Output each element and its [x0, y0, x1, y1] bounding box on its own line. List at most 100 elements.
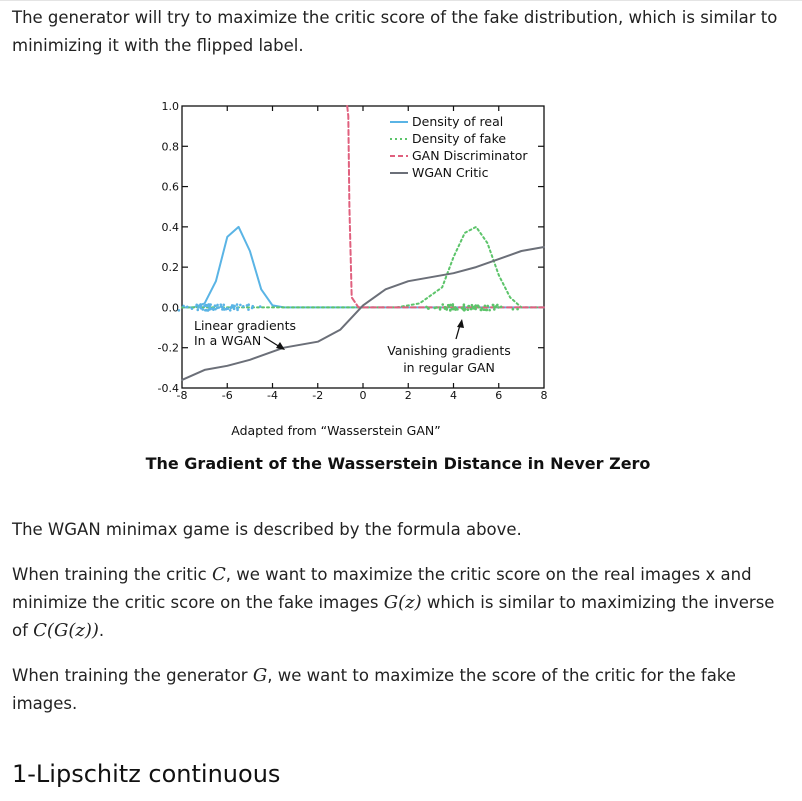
- annotation-vanishing-gradients: Vanishing gradients: [387, 343, 511, 358]
- fake-sample-point: [493, 308, 496, 311]
- math-generator-gz: G(z): [383, 592, 422, 613]
- fake-sample-point: [486, 304, 490, 308]
- x-tick-label: -8: [177, 389, 188, 402]
- real-sample-point: [203, 304, 206, 308]
- annotation-arrow: [263, 336, 281, 348]
- series-gan-discriminator-line: [346, 105, 545, 309]
- fake-sample-point: [425, 305, 428, 309]
- real-sample-point: [258, 305, 262, 308]
- legend-label: GAN Discriminator: [412, 148, 528, 163]
- fake-sample-point: [466, 308, 470, 312]
- series-wgan-critic-line: [181, 246, 545, 381]
- y-tick-label: 0.4: [162, 221, 180, 234]
- real-sample-point: [206, 304, 209, 308]
- figure-credit-row: Adapted from “Wasserstein GAN”: [0, 423, 802, 438]
- fake-sample-point: [426, 307, 430, 310]
- real-sample-point: [197, 306, 200, 309]
- legend-label: Density of real: [412, 114, 503, 129]
- real-sample-point: [219, 305, 223, 308]
- fake-sample-point: [474, 304, 478, 307]
- fake-sample-point: [477, 305, 481, 309]
- generator-text-2: , we want to maximize the score of the c…: [12, 666, 736, 713]
- annotation-linear-gradients: In a WGAN: [194, 333, 261, 348]
- fake-sample-point: [441, 303, 445, 306]
- real-sample-point: [229, 306, 233, 310]
- figure-credit: Adapted from “Wasserstein GAN”: [231, 423, 441, 438]
- x-tick-label: -4: [267, 389, 278, 402]
- fake-sample-point: [447, 305, 451, 309]
- real-sample-point: [214, 307, 217, 311]
- fake-sample-point: [451, 304, 455, 307]
- fake-sample-point: [494, 305, 498, 308]
- fake-sample-point: [491, 303, 495, 307]
- critic-text-1: When training the critic: [12, 565, 212, 584]
- math-critic-of-gz: C(G(z)): [33, 620, 99, 641]
- y-tick-label: 0.0: [162, 301, 180, 314]
- wgan-gradient-figure: -8 -6 -4 -2 0 2 4 6 8 -0.4 -0.2 0.0 0.2 0.4 0.6 0.8 1.0 D…: [140, 96, 560, 416]
- real-sample-point: [251, 304, 255, 308]
- real-sample-point: [196, 308, 200, 312]
- fake-sample-point: [456, 308, 459, 311]
- paragraph-minimax-text: The WGAN minimax game is described by th…: [12, 520, 522, 539]
- real-sample-point: [233, 304, 236, 308]
- y-tick-label: 0.8: [162, 140, 180, 153]
- real-sample-point: [225, 306, 229, 310]
- x-tick-label: -6: [222, 389, 233, 402]
- series-density-of-real-line: [181, 225, 545, 309]
- fake-sample-point: [488, 308, 491, 312]
- annotation-arrowhead: [276, 342, 285, 350]
- x-tick-label: 4: [450, 389, 457, 402]
- x-tick-label: 6: [495, 389, 502, 402]
- real-sample-point: [216, 303, 219, 307]
- fake-sample-point: [462, 304, 466, 308]
- real-sample-point: [236, 307, 239, 310]
- fake-sample-point: [467, 304, 471, 308]
- real-sample-point: [216, 306, 219, 310]
- real-sample-point: [195, 303, 199, 307]
- paragraph-generator-training: When training the generator G, we want t…: [12, 662, 787, 718]
- annotation-arrow: [455, 324, 461, 340]
- fake-sample-point: [497, 306, 500, 309]
- gradient-chart: -8 -6 -4 -2 0 2 4 6 8 -0.4 -0.2 0.0 0.2 0.4 0.6 0.8 1.0 D…: [158, 100, 548, 402]
- fake-sample-point: [453, 306, 457, 310]
- fake-sample-point: [435, 306, 438, 309]
- generator-text-1: When training the generator: [12, 666, 253, 685]
- fake-sample-point: [480, 307, 484, 310]
- real-sample-point: [201, 308, 205, 311]
- fake-sample-point: [499, 305, 503, 309]
- real-sample-point: [222, 303, 226, 307]
- annotation-linear-gradients: Linear gradients: [194, 318, 296, 333]
- real-sample-point: [241, 305, 245, 308]
- real-sample-point: [247, 303, 250, 307]
- critic-text-2: , we want to maximize the critic score o…: [12, 565, 752, 612]
- real-sample-point: [177, 309, 181, 312]
- real-sample-point: [182, 304, 185, 308]
- fake-sample-point: [482, 308, 486, 312]
- real-sample-point: [213, 304, 217, 308]
- y-tick-label: 1.0: [162, 100, 180, 113]
- paragraph-critic-training: When training the critic C, we want to m…: [12, 561, 787, 645]
- real-sample-point: [209, 307, 212, 311]
- intro-paragraph: The generator will try to maximize the c…: [12, 8, 778, 55]
- real-sample-point: [228, 308, 232, 312]
- real-sample-point: [199, 303, 202, 306]
- fake-sample-point: [462, 308, 465, 311]
- real-sample-point: [239, 303, 242, 307]
- fake-sample-point: [450, 307, 454, 311]
- x-tick-label: 2: [405, 389, 412, 402]
- top-divider: [0, 0, 802, 1]
- annotation-vanishing-gradients: in regular GAN: [403, 360, 495, 375]
- real-sample-point: [247, 308, 250, 311]
- x-tick-label: 8: [541, 389, 548, 402]
- fake-sample-point: [516, 307, 519, 311]
- real-sample-point: [235, 303, 239, 306]
- annotation-arrowhead: [457, 319, 464, 328]
- legend-label: WGAN Critic: [412, 165, 489, 180]
- real-sample-point: [219, 303, 223, 306]
- fake-sample-point: [483, 304, 487, 308]
- figure-caption: The Gradient of the Wasserstein Distance…: [145, 454, 651, 473]
- fake-sample-point: [511, 307, 515, 311]
- real-sample-point: [223, 308, 226, 311]
- fake-sample-point: [470, 307, 473, 311]
- x-tick-label: 0: [360, 389, 367, 402]
